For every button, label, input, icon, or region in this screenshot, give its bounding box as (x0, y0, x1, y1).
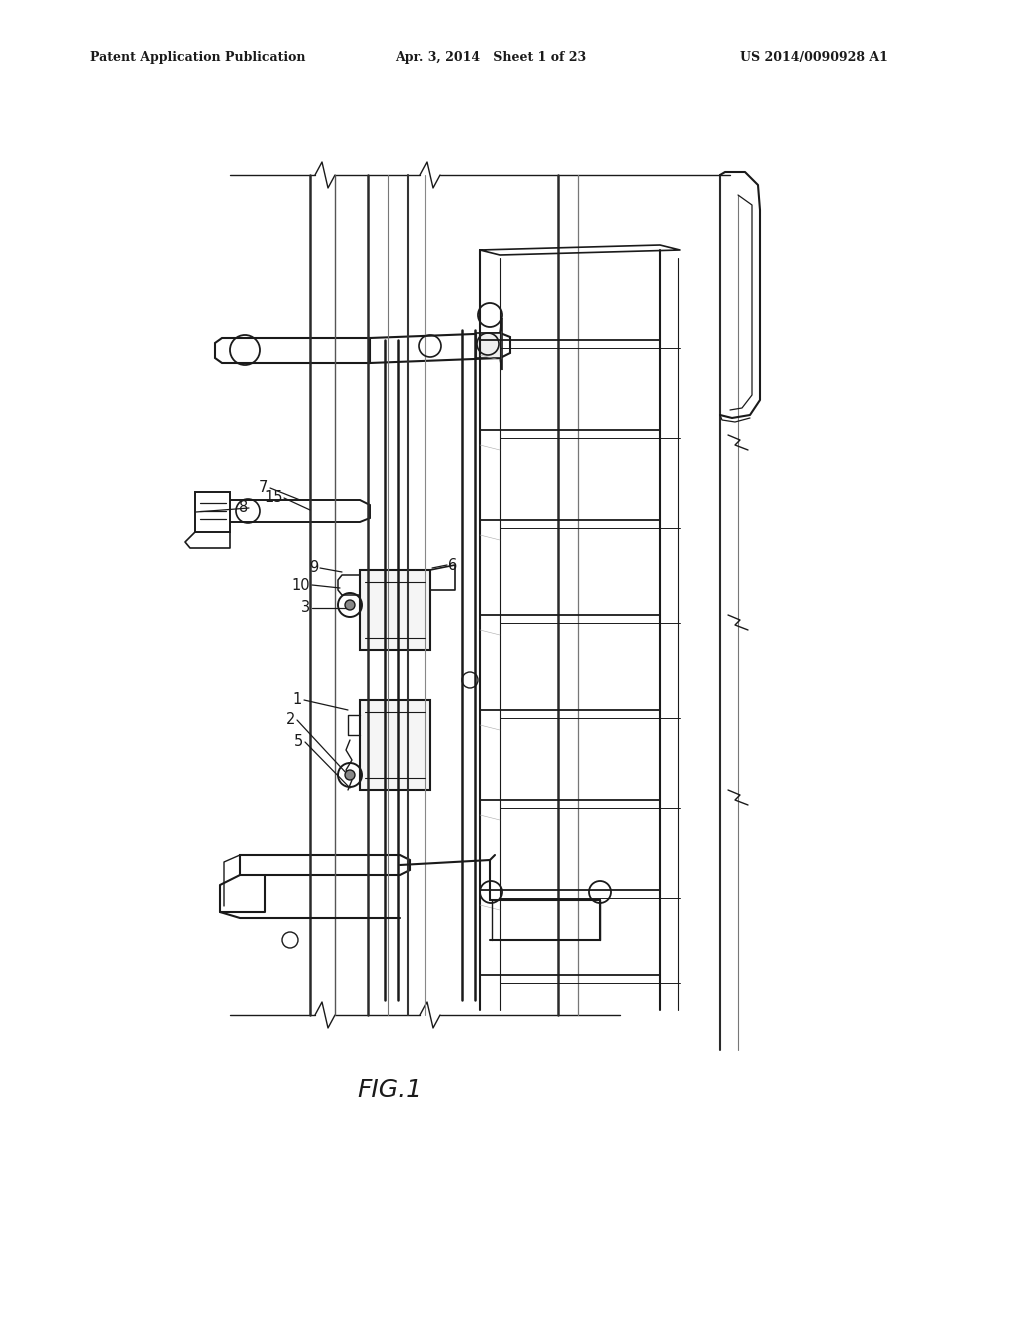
Polygon shape (360, 700, 430, 789)
Text: 3: 3 (301, 601, 310, 615)
Text: 5: 5 (294, 734, 303, 750)
Text: 9: 9 (309, 561, 318, 576)
Circle shape (345, 601, 355, 610)
Text: 15: 15 (264, 491, 283, 506)
Circle shape (345, 770, 355, 780)
Text: US 2014/0090928 A1: US 2014/0090928 A1 (740, 51, 888, 65)
Polygon shape (195, 492, 230, 532)
Text: 10: 10 (292, 578, 310, 593)
Polygon shape (360, 570, 430, 649)
Polygon shape (240, 855, 410, 875)
Polygon shape (215, 500, 370, 521)
Polygon shape (215, 338, 380, 363)
Text: Patent Application Publication: Patent Application Publication (90, 51, 305, 65)
Text: FIG.1: FIG.1 (357, 1078, 423, 1102)
Text: 8: 8 (239, 500, 248, 516)
Text: 6: 6 (449, 557, 458, 573)
Text: Apr. 3, 2014   Sheet 1 of 23: Apr. 3, 2014 Sheet 1 of 23 (395, 51, 586, 65)
Polygon shape (476, 318, 502, 370)
Polygon shape (370, 333, 510, 363)
Text: 2: 2 (286, 713, 295, 727)
Text: 7: 7 (259, 480, 268, 495)
Text: 1: 1 (293, 693, 302, 708)
